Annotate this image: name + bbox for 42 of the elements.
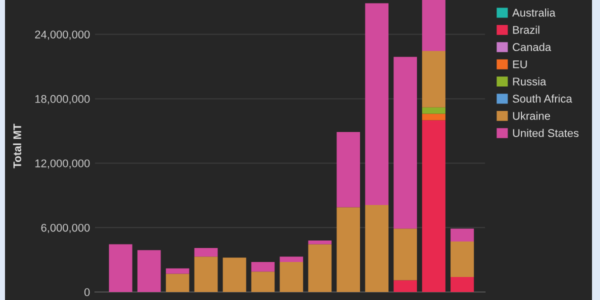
legend-label: Ukraine bbox=[513, 112, 550, 120]
bar bbox=[280, 256, 304, 262]
bar bbox=[308, 244, 332, 292]
bar bbox=[394, 280, 417, 292]
bar bbox=[422, 0, 446, 51]
legend-label: EU bbox=[513, 60, 527, 68]
legend-label: Canada bbox=[512, 42, 552, 52]
bar bbox=[422, 120, 446, 292]
bar bbox=[166, 274, 190, 292]
legend-label: United States bbox=[513, 128, 579, 138]
bar bbox=[222, 258, 246, 292]
bar bbox=[251, 262, 275, 272]
y-tick-label: 0 bbox=[84, 288, 90, 296]
bar bbox=[194, 256, 218, 292]
bar bbox=[336, 132, 360, 208]
bar bbox=[166, 268, 190, 274]
legend-label: Australia bbox=[512, 8, 556, 17]
bar bbox=[450, 242, 474, 277]
y-tick-label: 18,000,000 bbox=[35, 95, 90, 104]
bar bbox=[422, 50, 446, 108]
y-tick-label: 12,000,000 bbox=[35, 159, 90, 169]
bar bbox=[422, 114, 446, 120]
bar bbox=[394, 56, 417, 229]
bar bbox=[251, 272, 275, 292]
bar bbox=[450, 276, 474, 292]
bar bbox=[336, 207, 360, 292]
bar bbox=[280, 262, 304, 292]
legend-label: Russia bbox=[513, 77, 546, 86]
bar bbox=[365, 205, 388, 292]
bar bbox=[108, 244, 132, 292]
y-axis-title: Total MT bbox=[13, 124, 22, 168]
y-tick-label: 6,000,000 bbox=[41, 224, 90, 234]
bar bbox=[137, 250, 161, 292]
y-tick-label: 24,000,000 bbox=[35, 30, 90, 40]
bar bbox=[394, 228, 417, 280]
bar bbox=[308, 240, 332, 244]
bar bbox=[422, 107, 446, 114]
bar bbox=[450, 228, 474, 242]
bar bbox=[365, 3, 388, 206]
legend-label: Brazil bbox=[513, 26, 540, 34]
legend-label: South Africa bbox=[512, 94, 572, 103]
bar bbox=[194, 248, 218, 257]
